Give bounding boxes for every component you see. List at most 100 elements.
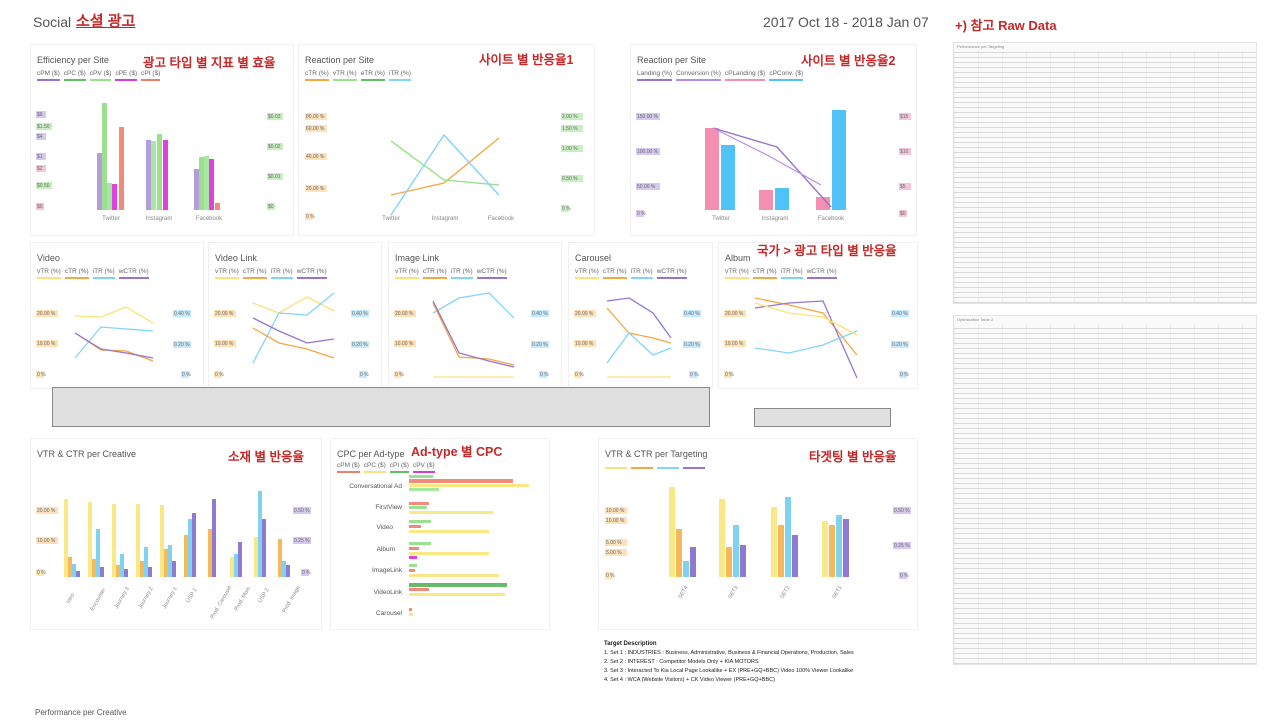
tick-label: 10.00 %	[215, 341, 234, 347]
series-line	[390, 133, 500, 216]
bar	[151, 141, 156, 210]
legend-item[interactable]: cPC ($)	[363, 462, 386, 473]
brand-label: Social	[33, 14, 72, 30]
blank-overlay	[52, 387, 710, 427]
panel-reaction-per-site-1: Reaction per Site 사이트 별 반응율1 cTR (%) vTR …	[298, 44, 595, 236]
bar	[107, 183, 112, 210]
legend-item[interactable]: iTR (%)	[630, 268, 653, 279]
targeting-chart: 10.00 % 10.00 % 5.00 % 5.00 % 0 % 0.50 %…	[605, 487, 911, 600]
category-label: SET1	[832, 585, 844, 600]
tick-label: 40.00 %	[306, 154, 325, 160]
legend-item[interactable]: iTR (%)	[450, 268, 473, 279]
legend-item[interactable]: cTR (%)	[305, 70, 329, 81]
tick-label: 20.00 %	[575, 311, 594, 317]
legend-item[interactable]: cTR (%)	[602, 268, 627, 279]
legend-item[interactable]: wCTR (%)	[656, 268, 687, 279]
legend-item[interactable]: vTR (%)	[395, 268, 419, 279]
tick-label: 150.00 %	[637, 114, 659, 120]
tick-label: $2	[37, 166, 43, 172]
tick-label: 0 %	[690, 372, 699, 378]
tick-label: 100.00 %	[637, 149, 659, 155]
raw-table-targeting[interactable]: Performance per Targeting	[953, 42, 1257, 304]
category-label: VideoLink	[374, 589, 403, 596]
panel-vtr-ctr-per-creative: VTR & CTR per Creative 소재 별 반응율 20.00 % …	[30, 438, 322, 630]
legend-item[interactable]: wCTR (%)	[296, 268, 327, 279]
tick-label: $0.02	[268, 144, 281, 150]
annotation: Ad-type 별 CPC	[411, 445, 503, 459]
legend-item[interactable]: cTR (%)	[242, 268, 267, 279]
legend-item[interactable]: cPLanding ($)	[724, 70, 766, 81]
legend-item[interactable]: wCTR (%)	[476, 268, 507, 279]
category-label: Encounter	[90, 587, 108, 612]
panel-video-link: Video Link vTR (%) cTR (%) iTR (%) wCTR (%)…	[208, 242, 382, 389]
tick-label: 60.00 %	[306, 126, 325, 132]
legend-item[interactable]: cPI ($)	[389, 462, 409, 473]
legend-item[interactable]: cTR (%)	[422, 268, 447, 279]
legend-item[interactable]: iTR (%)	[780, 268, 803, 279]
legend-item[interactable]: cTR (%)	[64, 268, 89, 279]
legend-item[interactable]: vTR (%)	[215, 268, 239, 279]
legend-item[interactable]: iTR (%)	[92, 268, 115, 279]
panel-video: Video vTR (%) cTR (%) iTR (%) wCTR (%) 20.0…	[30, 242, 204, 389]
legend-item[interactable]: cPM ($)	[37, 70, 60, 81]
tick-label: 0 %	[540, 372, 549, 378]
legend-item[interactable]: eTR (%)	[360, 70, 385, 81]
category-label: ImageLink	[372, 567, 403, 574]
category-label: Carousel	[376, 610, 403, 617]
bar	[163, 140, 168, 210]
category-label: Album	[377, 546, 395, 553]
legend-item[interactable]: vTR (%)	[332, 70, 357, 81]
legend-item[interactable]: cPE ($)	[115, 70, 138, 81]
raw-table-optimization[interactable]: Optimization Table 2	[953, 315, 1257, 665]
legend-item[interactable]: iTR (%)	[270, 268, 293, 279]
tick-label: 10.00 %	[575, 341, 594, 347]
panel-title: Video Link	[215, 253, 257, 263]
raw-data-title: +) 참고 Raw Data	[955, 18, 1057, 33]
series-line	[390, 140, 500, 186]
category-label: SET2	[780, 585, 792, 600]
tick-label: 0 %	[900, 573, 909, 579]
category-label: SET4	[678, 585, 690, 600]
category-label: USP 1	[186, 587, 199, 604]
legend-item[interactable]: cPC ($)	[63, 70, 86, 81]
tick-label: $15	[900, 114, 909, 120]
legend-item[interactable]: Landing (%)	[637, 70, 673, 81]
target-line: 2. Set 2 : INTEREST : Competitor Models …	[604, 659, 759, 665]
album-chart: 20.00 % 10.00 % 0 % 0.40 % 0.20 % 0 %	[724, 297, 909, 379]
panel-album: Album 국가 > 광고 타입 별 반응율 vTR (%) cTR (%) iTR…	[718, 242, 918, 389]
blank-overlay	[754, 408, 891, 427]
legend-item[interactable]: cPConv. ($)	[769, 70, 804, 81]
legend-item[interactable]: wCTR (%)	[806, 268, 837, 279]
legend-item[interactable]: vTR (%)	[575, 268, 599, 279]
tick-label: 0 %	[395, 372, 404, 378]
tick-label: 0.40 %	[352, 311, 368, 317]
bar	[215, 203, 220, 210]
page-title: 소셜 광고	[76, 13, 136, 30]
legend-item[interactable]: cPM ($)	[337, 462, 360, 473]
legend-item[interactable]: vTR (%)	[725, 268, 749, 279]
tick-label: $4	[37, 134, 43, 140]
tick-label: 10.00 %	[725, 341, 744, 347]
tick-label: $0.01	[268, 174, 281, 180]
legend-item[interactable]: vTR (%)	[37, 268, 61, 279]
legend-item[interactable]: wCTR (%)	[118, 268, 149, 279]
bar	[204, 156, 209, 210]
panel-efficiency-per-site: Efficiency per Site 광고 타입 별 지표 별 효율 cPM …	[30, 44, 294, 236]
target-line: 1. Set 1 : INDUSTRIES : Business, Admini…	[604, 650, 854, 656]
target-line: 4. Set 4 : WCA (Website Visitors) + CK V…	[604, 677, 775, 683]
tick-label: 20.00 %	[215, 311, 234, 317]
panel-title: Reaction per Site	[637, 55, 707, 65]
legend-item[interactable]: cPI ($)	[141, 70, 161, 81]
panel-image-link: Image Link vTR (%) cTR (%) iTR (%) wCTR (%)…	[388, 242, 562, 389]
legend-item[interactable]: Conversion (%)	[676, 70, 721, 81]
legend-item[interactable]: iTR (%)	[388, 70, 411, 81]
legend-item[interactable]: cPV ($)	[89, 70, 112, 81]
date-range[interactable]: 2017 Oct 18 - 2018 Jan 07	[763, 14, 929, 30]
tick-label: 10.00 %	[395, 341, 414, 347]
legend-item[interactable]: cPV ($)	[412, 462, 435, 473]
category-label: Instagram	[146, 216, 173, 222]
annotation: 광고 타입 별 지표 별 효율	[143, 56, 276, 70]
tick-label: 0.50 %	[894, 508, 910, 514]
legend: vTR (%) cTR (%) iTR (%) wCTR (%)	[395, 268, 511, 279]
legend-item[interactable]: cTR (%)	[752, 268, 777, 279]
